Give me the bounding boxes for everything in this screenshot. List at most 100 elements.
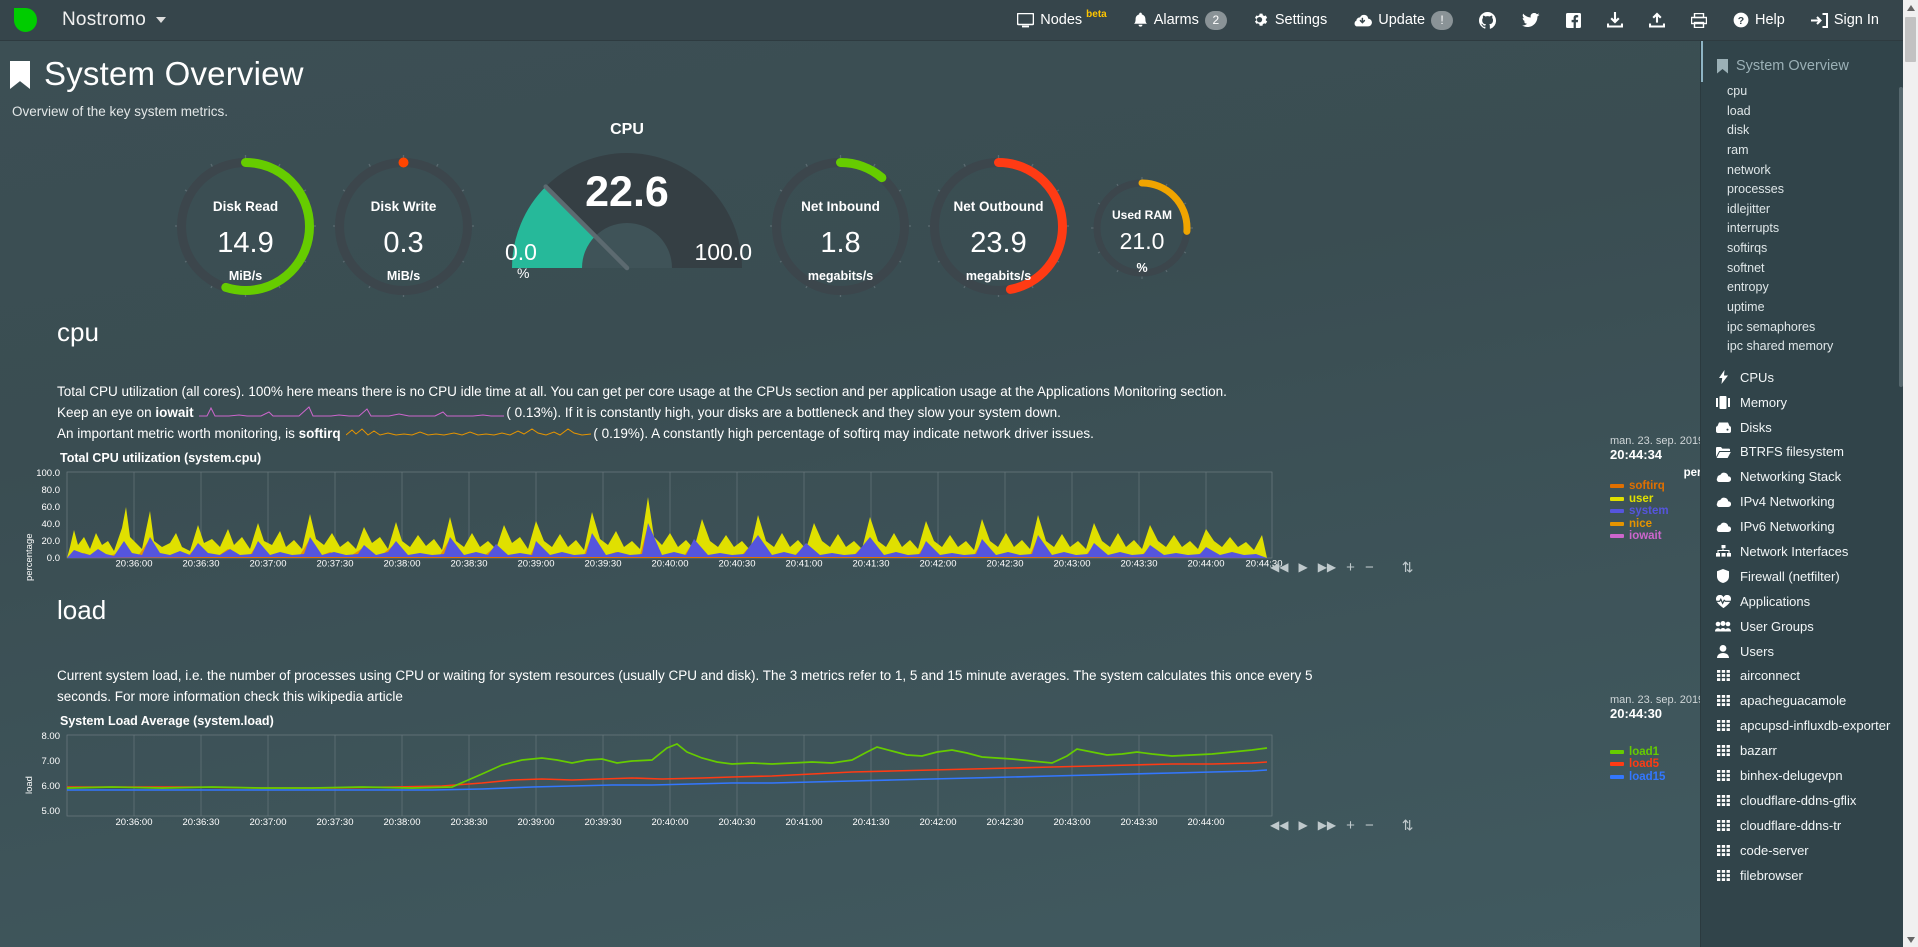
nav-item-facebook[interactable] xyxy=(1553,0,1594,41)
svg-text:60.0: 60.0 xyxy=(42,502,61,513)
sidebar-item-apacheguacamole[interactable]: apacheguacamole xyxy=(1701,689,1903,714)
nav-item-print[interactable] xyxy=(1678,0,1720,41)
sidebar-item-ram[interactable]: ram xyxy=(1727,142,1749,157)
sidebar-label-filebrowser: filebrowser xyxy=(1740,867,1803,883)
page-scrollbar-thumb[interactable] xyxy=(1905,17,1916,62)
sidebar-item-cloudflare-ddns-gflix[interactable]: cloudflare-ddns-gflix xyxy=(1701,789,1903,814)
resize-handle-icon[interactable]: ⇅ xyxy=(1401,816,1414,833)
zoom-out-icon[interactable]: − xyxy=(1364,816,1374,834)
sidebar-item-uptime[interactable]: uptime xyxy=(1727,299,1765,314)
sidebar-item-memory[interactable]: Memory xyxy=(1701,391,1903,416)
cpu-chart-controls[interactable]: ◀◀ ▶ ▶▶ + − ⇅ xyxy=(1270,559,1413,576)
nav-item-signin[interactable]: Sign In xyxy=(1798,0,1892,41)
resize-handle-icon[interactable]: ⇅ xyxy=(1401,558,1414,575)
cpu-legend-unit: percentage xyxy=(1683,466,1700,479)
gauge-used-ram[interactable]: Used RAM 21.0 % xyxy=(1087,173,1197,283)
cpu-chart-block[interactable]: Total CPU utilization (system.cpu) perce… xyxy=(12,435,1700,581)
load-chart-block[interactable]: System Load Average (system.load) load 8… xyxy=(12,694,1700,834)
sidebar-item-ipv4-networking[interactable]: IPv4 Networking xyxy=(1701,490,1903,515)
play-icon[interactable]: ▶ xyxy=(1298,818,1308,833)
gauge-disk-write[interactable]: Disk Write 0.3 MiB/s xyxy=(326,149,481,304)
sidebar-item-bazarr[interactable]: bazarr xyxy=(1701,739,1903,764)
sidebar-item-softirqs[interactable]: softirqs xyxy=(1727,241,1768,255)
nav-item-export[interactable] xyxy=(1636,0,1678,41)
cloud-icon xyxy=(1715,519,1731,534)
nav-item-alarms[interactable]: Alarms 2 xyxy=(1120,0,1240,41)
sidebar-item-entropy[interactable]: entropy xyxy=(1727,280,1769,295)
sidebar-item-cpus[interactable]: CPUs xyxy=(1701,366,1903,391)
load-chart-controls[interactable]: ◀◀ ▶ ▶▶ + − ⇅ xyxy=(1270,817,1413,834)
sidebar-item-ipv6-networking[interactable]: IPv6 Networking xyxy=(1701,515,1903,540)
cpu-chart-ylabel: percentage xyxy=(24,533,35,581)
legend-row-load15[interactable]: load15 6.54 xyxy=(1610,771,1700,784)
skip-forward-icon[interactable]: ▶▶ xyxy=(1317,560,1337,575)
brand-name[interactable]: Nostromo xyxy=(62,9,146,30)
sidebar-item-disk[interactable]: disk xyxy=(1727,123,1750,138)
sidebar-item-applications[interactable]: Applications xyxy=(1701,590,1903,615)
zoom-in-icon[interactable]: + xyxy=(1346,558,1355,576)
sidebar-item-network[interactable]: network xyxy=(1727,162,1771,177)
sidebar-item-airconnect[interactable]: airconnect xyxy=(1701,664,1903,689)
gauge-net-outbound[interactable]: Net Outbound 23.9 megabits/s xyxy=(921,149,1076,304)
sidebar-item-cloudflare-ddns-tr[interactable]: cloudflare-ddns-tr xyxy=(1701,814,1903,839)
skip-forward-icon[interactable]: ▶▶ xyxy=(1317,818,1337,833)
chevron-down-icon[interactable] xyxy=(155,17,166,23)
sidebar-item-networking-stack[interactable]: Networking Stack xyxy=(1701,465,1903,490)
sidebar-item-firewall[interactable]: Firewall (netfilter) xyxy=(1701,565,1903,590)
skip-backward-icon[interactable]: ◀◀ xyxy=(1270,818,1289,833)
sidebar-item-code-server[interactable]: code-server xyxy=(1701,839,1903,864)
page-scrollbar[interactable] xyxy=(1903,0,1918,947)
scroll-up-button[interactable] xyxy=(1903,0,1918,15)
sidebar-item-idlejitter[interactable]: idlejitter xyxy=(1727,201,1771,216)
netdata-logo-icon[interactable] xyxy=(8,4,46,36)
sidebar-item-cpu[interactable]: cpu xyxy=(1727,84,1748,98)
sidebar-item-btrfs-filesystem[interactable]: BTRFS filesystem xyxy=(1701,440,1903,465)
nav-item-update[interactable]: Update ! xyxy=(1340,0,1466,41)
gauge-cpu[interactable]: CPU 22.6 0.0 % 100.0 xyxy=(497,113,757,313)
sidebar-item-softnet[interactable]: softnet xyxy=(1727,260,1765,275)
legend-row-nice[interactable]: nice 6.0 xyxy=(1610,517,1700,530)
zoom-out-icon[interactable]: − xyxy=(1364,558,1374,576)
sidebar-item-binhex-delugevpn[interactable]: binhex-delugevpn xyxy=(1701,764,1903,789)
legend-label-nice: nice xyxy=(1629,517,1653,530)
skip-backward-icon[interactable]: ◀◀ xyxy=(1270,560,1289,575)
nav-item-import[interactable] xyxy=(1594,0,1636,41)
cpu-chart-canvas[interactable]: 100.0 80.0 60.0 40.0 20.0 0.0 xyxy=(12,467,1292,567)
sidebar-item-filebrowser[interactable]: filebrowser xyxy=(1701,864,1903,889)
legend-row-load5[interactable]: load5 6.96 xyxy=(1610,758,1700,771)
sidebar-item-interrupts[interactable]: interrupts xyxy=(1727,221,1780,236)
legend-row-softirq[interactable]: softirq 0.2 xyxy=(1610,480,1700,493)
nav-label-settings: Settings xyxy=(1274,12,1328,28)
sidebar-item-disks[interactable]: Disks xyxy=(1701,416,1903,441)
sidebar-scrollbar-thumb[interactable] xyxy=(1899,87,1903,387)
nav-item-nodes[interactable]: Nodes beta xyxy=(1004,0,1119,41)
legend-row-system[interactable]: system 3.0 xyxy=(1610,505,1700,518)
nav-item-github[interactable] xyxy=(1466,0,1509,41)
sidebar-item-ipc-semaphores[interactable]: ipc semaphores xyxy=(1727,319,1816,334)
sidebar-header-system-overview[interactable]: System Overview xyxy=(1701,41,1903,82)
sidebar-item-ipc-shared-memory[interactable]: ipc shared memory xyxy=(1727,339,1834,354)
sidebar-item-apcupsd-influxdb-exporter[interactable]: apcupsd-influxdb-exporter xyxy=(1701,714,1903,739)
sidebar-item-network-interfaces[interactable]: Network Interfaces xyxy=(1701,540,1903,565)
nav-item-help[interactable]: ? Help xyxy=(1720,0,1798,41)
load-chart-canvas[interactable]: 8.00 7.00 6.00 5.00 xyxy=(12,730,1292,830)
legend-row-load1[interactable]: load1 7.87 xyxy=(1610,746,1700,759)
sidebar-item-load[interactable]: load xyxy=(1727,103,1751,118)
zoom-in-icon[interactable]: + xyxy=(1346,816,1355,834)
sidebar-item-processes[interactable]: processes xyxy=(1727,182,1784,197)
legend-row-iowait[interactable]: iowait 0.1 xyxy=(1610,530,1700,543)
th-icon xyxy=(1715,668,1731,683)
svg-text:20:41:30: 20:41:30 xyxy=(853,817,890,828)
cloud-icon xyxy=(1715,469,1731,484)
legend-row-user[interactable]: user 13.3 xyxy=(1610,492,1700,505)
svg-text:20:42:30: 20:42:30 xyxy=(987,817,1024,828)
sidebar-item-users[interactable]: Users xyxy=(1701,640,1903,665)
gauge-net-inbound[interactable]: Net Inbound 1.8 megabits/s xyxy=(763,149,918,304)
scroll-down-button[interactable] xyxy=(1903,932,1918,947)
gauge-disk-read[interactable]: Disk Read 14.9 MiB/s xyxy=(168,149,323,304)
sidebar-item-user-groups[interactable]: User Groups xyxy=(1701,615,1903,640)
play-icon[interactable]: ▶ xyxy=(1298,560,1308,575)
nav-item-twitter[interactable] xyxy=(1509,0,1553,41)
th-icon xyxy=(1715,768,1731,783)
nav-item-settings[interactable]: Settings xyxy=(1240,0,1340,41)
